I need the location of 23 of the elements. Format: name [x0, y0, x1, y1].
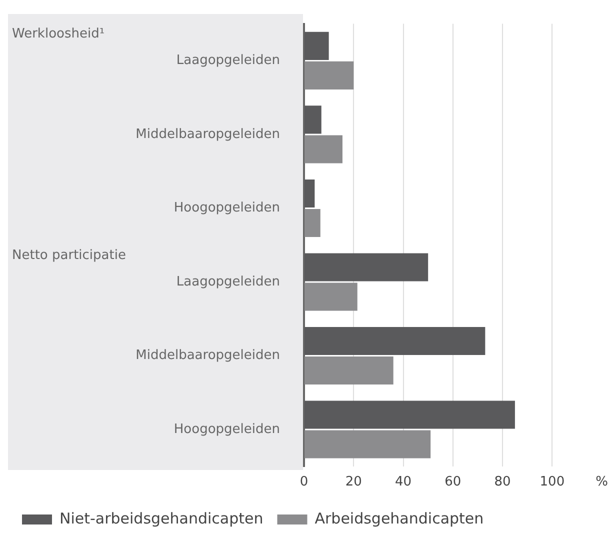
- y-tick-label: Hoogopgeleiden: [174, 200, 280, 216]
- y-tick-label: Laagopgeleiden: [176, 274, 280, 290]
- x-tick-label: 20: [345, 474, 362, 490]
- legend-label: Niet-arbeidsgehandicapten: [60, 509, 264, 528]
- x-tick-label: 80: [494, 474, 511, 490]
- text: Netto participatie: [12, 248, 126, 263]
- y-tick-label: Hoogopgeleiden: [174, 422, 280, 437]
- x-tick-label: %: [596, 474, 608, 490]
- x-tick-label: 60: [444, 474, 462, 490]
- x-tick-label: 0: [300, 474, 308, 490]
- y-tick-label: Middelbaaropgeleiden: [136, 126, 280, 142]
- bar: [304, 61, 354, 90]
- bar: [304, 208, 320, 237]
- bar: [304, 282, 358, 311]
- x-tick-label: 100: [540, 474, 565, 490]
- bar: [304, 135, 342, 164]
- text: Werkloosheid¹: [12, 26, 105, 42]
- y-tick-label: Middelbaaropgeleiden: [136, 348, 280, 364]
- y-tick-label: Laagopgeleiden: [176, 53, 280, 68]
- x-tick-label: 40: [395, 474, 412, 490]
- bar: [304, 356, 394, 385]
- bar: [304, 430, 431, 458]
- legend-label: Arbeidsgehandicapten: [314, 509, 484, 528]
